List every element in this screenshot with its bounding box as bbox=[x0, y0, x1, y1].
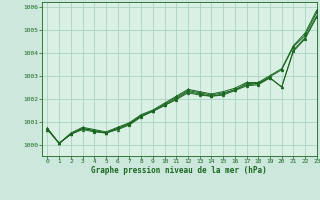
X-axis label: Graphe pression niveau de la mer (hPa): Graphe pression niveau de la mer (hPa) bbox=[91, 166, 267, 175]
